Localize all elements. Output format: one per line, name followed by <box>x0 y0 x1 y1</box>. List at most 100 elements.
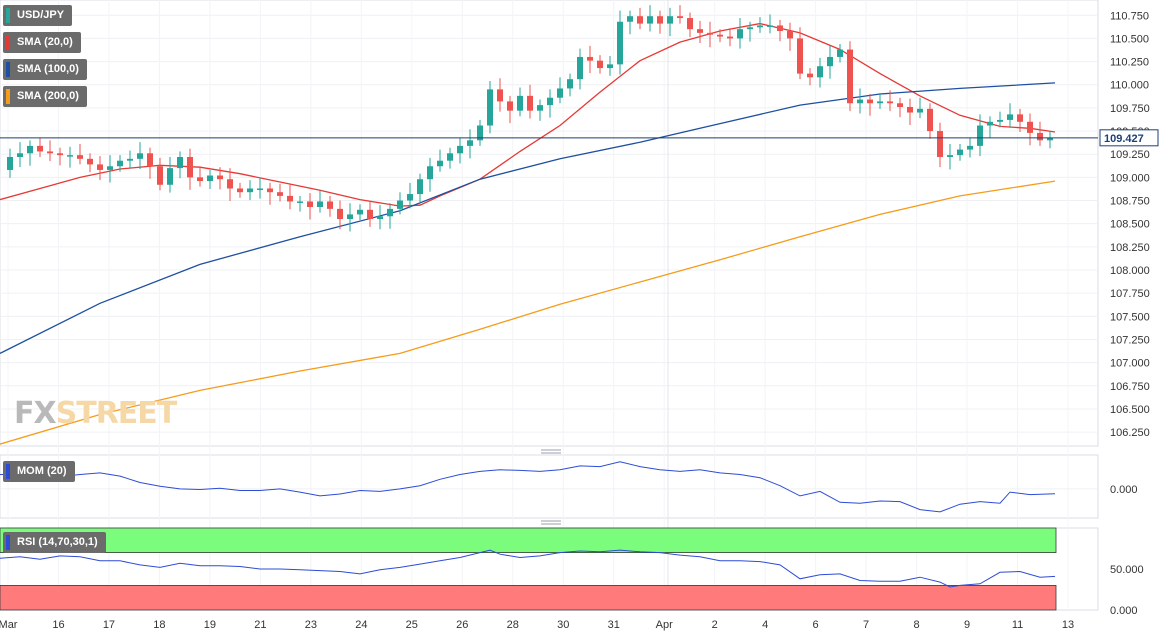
price-tick-label: 106.250 <box>1110 427 1150 439</box>
candle-body <box>327 201 333 209</box>
time-tick-label: 17 <box>103 619 115 631</box>
legend-sma200[interactable]: SMA (200,0) <box>3 86 87 107</box>
candle-body <box>447 153 453 161</box>
sma-line-0 <box>0 22 1056 207</box>
candle-body <box>887 101 893 104</box>
candle-body <box>277 192 283 196</box>
candle-body <box>317 201 323 208</box>
candle-body <box>1007 114 1013 120</box>
candle-body <box>877 101 883 104</box>
candle-body <box>727 36 733 39</box>
rsi-tick-label: 0.000 <box>1110 605 1138 617</box>
current-price-label: 109.427 <box>1104 133 1144 145</box>
candle-body <box>627 16 633 22</box>
candle-body <box>47 151 53 154</box>
candle-body <box>967 145 973 150</box>
candle-body <box>1047 137 1053 141</box>
candle-body <box>177 156 183 169</box>
candle-body <box>257 188 263 190</box>
candle-body <box>907 106 913 113</box>
price-tick-label: 110.500 <box>1110 33 1149 45</box>
candle-body <box>87 158 93 165</box>
price-tick-label: 107.750 <box>1110 288 1150 300</box>
rsi-line <box>0 549 1056 588</box>
price-tick-label: 110.750 <box>1110 10 1149 22</box>
candle-body <box>817 66 823 78</box>
legend-symbol[interactable]: USD/JPY <box>3 5 73 26</box>
candle-body <box>207 175 213 182</box>
momentum-panel: 0.000 <box>0 461 1138 513</box>
candle-body <box>777 25 783 32</box>
candle-body <box>557 88 563 98</box>
price-grid <box>0 0 1099 611</box>
candle-body <box>537 105 543 111</box>
time-tick-label: 7 <box>863 619 869 631</box>
price-axis: 106.250 106.500 106.750 107.000 107.250 107.5… <box>1099 10 1159 439</box>
candle-body <box>197 177 203 182</box>
candle-body <box>697 29 703 33</box>
candle-body <box>267 188 273 193</box>
candle-body <box>997 119 1003 122</box>
candle-body <box>937 131 943 157</box>
legend-rsi[interactable]: RSI (14,70,30,1) <box>3 532 106 553</box>
candle-body <box>857 99 863 104</box>
candle-body <box>217 175 223 180</box>
candle-body <box>237 188 243 193</box>
time-tick-label: 30 <box>557 619 569 631</box>
price-tick-label: 106.750 <box>1110 381 1150 393</box>
price-tick-label: 108.000 <box>1110 265 1150 277</box>
candle-body <box>647 16 653 24</box>
candle-body <box>657 16 663 24</box>
candle-body <box>667 16 673 24</box>
candle-body <box>527 95 533 111</box>
candle-body <box>227 179 233 189</box>
momentum-line <box>0 461 1056 513</box>
candle-body <box>37 145 43 152</box>
time-tick-label: 26 <box>456 619 468 631</box>
candle-body <box>827 56 833 67</box>
legend-momentum[interactable]: MOM (20) <box>3 461 75 482</box>
candle-body <box>597 60 603 69</box>
candle-body <box>337 208 343 220</box>
time-axis: Mar 16 17 18 19 21 23 24 25 26 28 30 31 Apr 2 4 6 7 8 9 11 13 <box>0 619 1074 631</box>
price-tick-label: 107.250 <box>1110 334 1150 346</box>
candle-body <box>1017 114 1023 122</box>
price-tick-label: 108.500 <box>1110 219 1150 231</box>
time-tick-label: 6 <box>813 619 819 631</box>
rsi-panel: 50.000 0.000 <box>0 527 1144 617</box>
candle-body <box>457 145 463 154</box>
candle-body <box>347 214 353 220</box>
candle-body <box>1037 132 1043 141</box>
candle-body <box>407 194 413 201</box>
candle-body <box>807 73 813 78</box>
candle-body <box>947 155 953 157</box>
candle-body <box>737 29 743 39</box>
current-price-box <box>1099 129 1159 147</box>
legend-sma100[interactable]: SMA (100,0) <box>3 59 87 80</box>
time-tick-label: 21 <box>254 619 266 631</box>
candle-body <box>417 179 423 195</box>
candle-body <box>717 34 723 37</box>
candle-body <box>427 166 433 180</box>
candle-body <box>137 153 143 159</box>
price-tick-label: 108.750 <box>1110 196 1150 208</box>
time-tick-label: Apr <box>656 619 673 631</box>
candle-body <box>607 64 613 69</box>
candle-body <box>687 18 693 30</box>
price-tick-label: 110.000 <box>1110 80 1149 92</box>
time-tick-label: 31 <box>608 619 620 631</box>
candle-body <box>707 32 713 35</box>
candle-body <box>147 153 153 167</box>
sma-line-2 <box>0 180 1056 445</box>
candle-body <box>567 79 573 89</box>
candle-body <box>297 201 303 203</box>
candle-body <box>1027 121 1033 133</box>
candle-body <box>797 38 803 74</box>
legend-sma20[interactable]: SMA (20,0) <box>3 32 81 53</box>
candle-body <box>617 21 623 65</box>
candle-body <box>67 155 73 157</box>
candle-body <box>387 208 393 217</box>
rsi-tick-label: 50.000 <box>1110 564 1144 576</box>
candle-body <box>107 166 113 170</box>
